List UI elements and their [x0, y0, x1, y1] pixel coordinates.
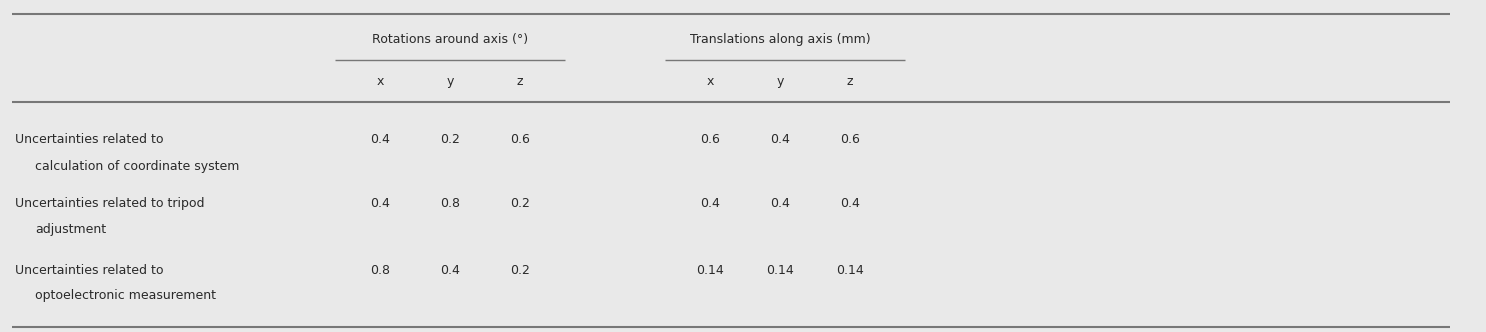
Text: 0.2: 0.2 — [510, 264, 531, 277]
Text: 0.4: 0.4 — [370, 133, 389, 146]
Text: 0.8: 0.8 — [440, 198, 461, 210]
Text: Uncertainties related to: Uncertainties related to — [15, 133, 163, 146]
Text: y: y — [446, 75, 453, 89]
Text: 0.6: 0.6 — [840, 133, 860, 146]
Text: 0.4: 0.4 — [370, 198, 389, 210]
Text: 0.6: 0.6 — [510, 133, 531, 146]
Text: 0.4: 0.4 — [770, 198, 791, 210]
Text: 0.14: 0.14 — [767, 264, 794, 277]
Text: 0.14: 0.14 — [695, 264, 724, 277]
Text: 0.4: 0.4 — [700, 198, 719, 210]
Text: calculation of coordinate system: calculation of coordinate system — [36, 160, 239, 174]
Text: 0.4: 0.4 — [440, 264, 461, 277]
Text: 0.4: 0.4 — [770, 133, 791, 146]
Text: z: z — [847, 75, 853, 89]
Text: 0.2: 0.2 — [510, 198, 531, 210]
Text: 0.4: 0.4 — [840, 198, 860, 210]
Text: optoelectronic measurement: optoelectronic measurement — [36, 290, 215, 302]
Text: x: x — [706, 75, 713, 89]
Text: 0.6: 0.6 — [700, 133, 719, 146]
Text: z: z — [517, 75, 523, 89]
Text: 0.8: 0.8 — [370, 264, 389, 277]
Text: Uncertainties related to: Uncertainties related to — [15, 264, 163, 277]
Text: Translations along axis (mm): Translations along axis (mm) — [690, 34, 871, 46]
Text: adjustment: adjustment — [36, 223, 106, 236]
Text: 0.2: 0.2 — [440, 133, 461, 146]
Text: x: x — [376, 75, 383, 89]
Text: Uncertainties related to tripod: Uncertainties related to tripod — [15, 198, 205, 210]
Text: Rotations around axis (°): Rotations around axis (°) — [372, 34, 528, 46]
Text: y: y — [776, 75, 783, 89]
Text: 0.14: 0.14 — [837, 264, 863, 277]
